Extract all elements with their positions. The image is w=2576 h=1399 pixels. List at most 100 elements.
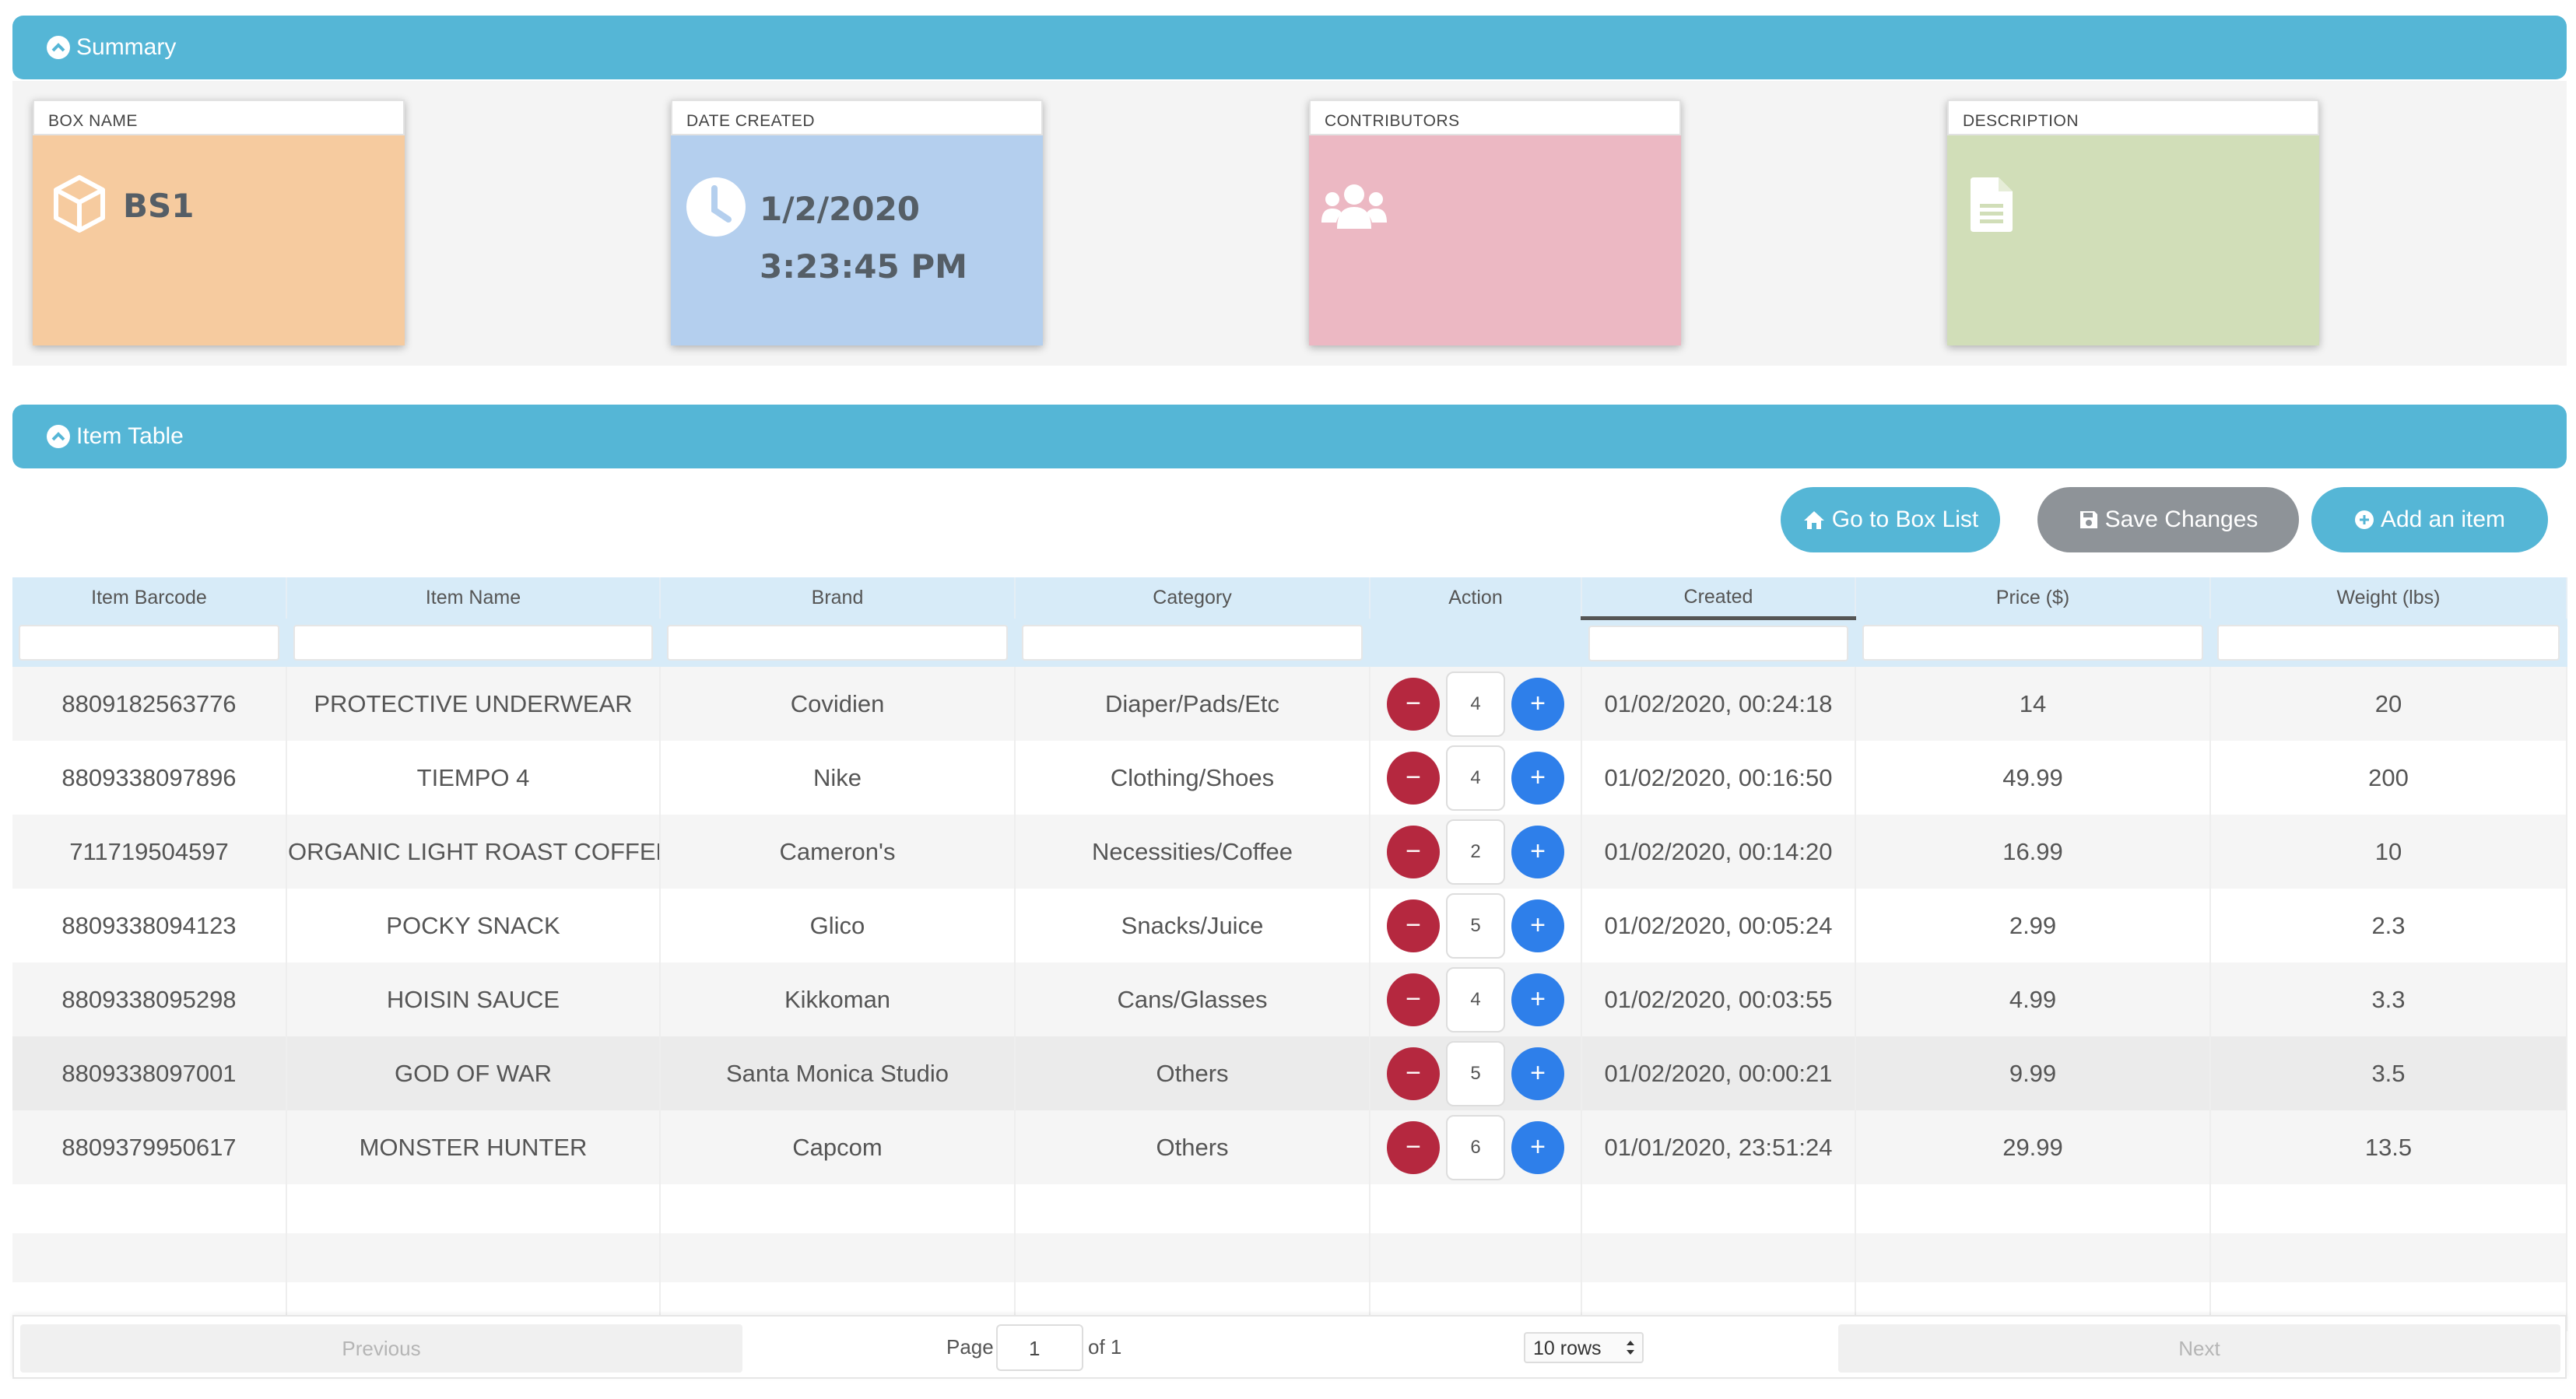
- cell-brand: Glico: [660, 889, 1016, 962]
- table-row: 711719504597 ORGANIC LIGHT ROAST COFFEE …: [12, 815, 2567, 889]
- increment-button[interactable]: +: [1511, 1047, 1564, 1100]
- cell-weight: 10: [2210, 815, 2567, 889]
- cell-name: TIEMPO 4: [286, 741, 661, 815]
- go-to-box-list-label: Go to Box List: [1831, 507, 1979, 532]
- cube-icon: [54, 175, 105, 233]
- page-count: of 1: [1088, 1335, 1122, 1359]
- go-to-box-list-button[interactable]: Go to Box List: [1781, 487, 2000, 552]
- cell-name: POCKY SNACK: [286, 889, 661, 962]
- cell-created: 01/02/2020, 00:24:18: [1581, 667, 1856, 741]
- decrement-button[interactable]: −: [1387, 751, 1440, 805]
- filter-price-input[interactable]: [1862, 624, 2203, 661]
- cell-created: 01/02/2020, 00:05:24: [1581, 889, 1856, 962]
- cell-weight: 200: [2210, 741, 2567, 815]
- chevron-up-icon: [47, 425, 70, 448]
- add-item-button[interactable]: Add an item: [2311, 487, 2548, 552]
- increment-button[interactable]: +: [1511, 825, 1564, 878]
- cell-brand: Covidien: [660, 667, 1016, 741]
- chevron-up-icon: [47, 36, 70, 59]
- empty-row: [12, 1233, 2567, 1282]
- decrement-button[interactable]: −: [1387, 973, 1440, 1026]
- document-icon: [1971, 177, 2013, 232]
- decrement-button[interactable]: −: [1387, 1047, 1440, 1100]
- cell-category: Snacks/Juice: [1015, 889, 1370, 962]
- cell-brand: Cameron's: [660, 815, 1016, 889]
- cell-action: − 5 +: [1370, 1036, 1582, 1110]
- column-header-price[interactable]: Price ($): [1855, 577, 2211, 619]
- table-row: 8809338097896 TIEMPO 4 Nike Clothing/Sho…: [12, 741, 2567, 815]
- quantity-field[interactable]: 5: [1446, 1040, 1505, 1106]
- decrement-button[interactable]: −: [1387, 825, 1440, 878]
- cell-barcode: 8809338095298: [12, 962, 287, 1036]
- save-icon: [2079, 511, 2097, 528]
- decrement-button[interactable]: −: [1387, 1120, 1440, 1174]
- rows-per-page-select[interactable]: 10 rows: [1524, 1332, 1644, 1363]
- item-table: Item Barcode Item Name Brand Category Ac…: [12, 577, 2567, 1331]
- quantity-field[interactable]: 6: [1446, 1114, 1505, 1180]
- plus-circle-icon: [2354, 510, 2374, 529]
- cell-barcode: 8809182563776: [12, 667, 287, 741]
- quantity-field[interactable]: 2: [1446, 819, 1505, 885]
- home-icon: [1803, 511, 1824, 529]
- cell-weight: 13.5: [2210, 1110, 2567, 1184]
- cell-barcode: 8809338094123: [12, 889, 287, 962]
- column-header-created[interactable]: Created: [1581, 577, 1856, 620]
- increment-button[interactable]: +: [1511, 751, 1564, 805]
- cell-weight: 2.3: [2210, 889, 2567, 962]
- column-header-action[interactable]: Action: [1370, 577, 1582, 619]
- clock-icon: [686, 177, 746, 237]
- filter-barcode-input[interactable]: [19, 624, 279, 661]
- item-table-header[interactable]: Item Table: [12, 405, 2567, 468]
- filter-name-input[interactable]: [293, 624, 653, 661]
- card-label: DESCRIPTION: [1947, 100, 2319, 135]
- cell-price: 16.99: [1855, 815, 2211, 889]
- quantity-field[interactable]: 4: [1446, 966, 1505, 1033]
- filter-created-input[interactable]: [1588, 626, 1848, 661]
- summary-header[interactable]: Summary: [12, 16, 2567, 79]
- quantity-field[interactable]: 5: [1446, 892, 1505, 959]
- filter-category-input[interactable]: [1022, 624, 1363, 661]
- cell-name: GOD OF WAR: [286, 1036, 661, 1110]
- column-header-name[interactable]: Item Name: [286, 577, 661, 619]
- cell-name: HOISIN SAUCE: [286, 962, 661, 1036]
- increment-button[interactable]: +: [1511, 677, 1564, 731]
- column-header-brand[interactable]: Brand: [660, 577, 1016, 619]
- item-table-title: Item Table: [76, 423, 184, 449]
- add-item-label: Add an item: [2380, 507, 2506, 532]
- increment-button[interactable]: +: [1511, 973, 1564, 1026]
- decrement-button[interactable]: −: [1387, 677, 1440, 731]
- contributors-card: CONTRIBUTORS: [1309, 100, 1681, 345]
- column-header-barcode[interactable]: Item Barcode: [12, 577, 287, 619]
- save-changes-button[interactable]: Save Changes: [2037, 487, 2299, 552]
- cell-created: 01/02/2020, 00:00:21: [1581, 1036, 1856, 1110]
- next-button[interactable]: Next: [1838, 1324, 2560, 1373]
- increment-button[interactable]: +: [1511, 899, 1564, 952]
- users-icon: [1321, 184, 1387, 229]
- table-row: 8809338094123 POCKY SNACK Glico Snacks/J…: [12, 889, 2567, 962]
- card-label: CONTRIBUTORS: [1309, 100, 1681, 135]
- quantity-field[interactable]: 4: [1446, 671, 1505, 737]
- cell-action: − 5 +: [1370, 889, 1582, 962]
- filter-weight-input[interactable]: [2217, 624, 2560, 661]
- cell-weight: 20: [2210, 667, 2567, 741]
- page-input[interactable]: 1: [996, 1324, 1083, 1371]
- card-label: DATE CREATED: [671, 100, 1043, 135]
- page-label: Page: [946, 1335, 994, 1359]
- decrement-button[interactable]: −: [1387, 899, 1440, 952]
- previous-button[interactable]: Previous: [20, 1324, 742, 1373]
- table-row: 8809379950617 MONSTER HUNTER Capcom Othe…: [12, 1110, 2567, 1184]
- cell-category: Diaper/Pads/Etc: [1015, 667, 1370, 741]
- column-header-weight[interactable]: Weight (lbs): [2210, 577, 2567, 619]
- filter-brand-input[interactable]: [667, 624, 1008, 661]
- description-card: DESCRIPTION: [1947, 100, 2319, 345]
- cell-brand: Capcom: [660, 1110, 1016, 1184]
- increment-button[interactable]: +: [1511, 1120, 1564, 1174]
- cell-name: PROTECTIVE UNDERWEAR: [286, 667, 661, 741]
- cell-created: 01/02/2020, 00:14:20: [1581, 815, 1856, 889]
- cell-price: 2.99: [1855, 889, 2211, 962]
- column-header-category[interactable]: Category: [1015, 577, 1370, 619]
- box-name-value: BS1: [123, 187, 195, 225]
- empty-row: [12, 1184, 2567, 1233]
- time-value: 3:23:45 PM: [760, 247, 967, 286]
- quantity-field[interactable]: 4: [1446, 745, 1505, 811]
